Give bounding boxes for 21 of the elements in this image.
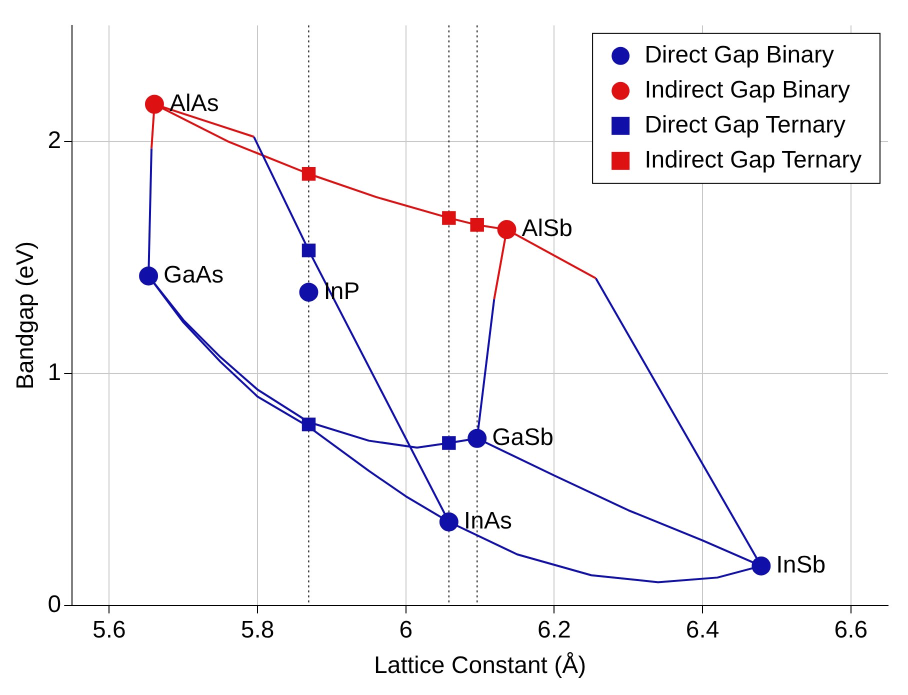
- x-tick-label: 5.8: [240, 616, 274, 644]
- y-tick-label: 0: [48, 591, 62, 618]
- annotation: InSb: [776, 552, 826, 579]
- legend-label: Direct Gap Ternary: [644, 112, 846, 139]
- annotation: InAs: [464, 508, 512, 535]
- annotation: AlAs: [169, 90, 219, 117]
- legend-label: Indirect Gap Ternary: [644, 146, 862, 174]
- y-tick-label: 2: [48, 127, 62, 154]
- x-axis-title: Lattice Constant (Å): [374, 652, 586, 680]
- legend-label: Direct Gap Binary: [644, 42, 834, 69]
- x-tick-label: 5.6: [92, 616, 126, 644]
- legend-label: Indirect Gap Binary: [644, 76, 850, 104]
- x-tick-label: 6.6: [834, 616, 868, 644]
- y-tick-label: 1: [48, 359, 62, 386]
- annotation: AlSb: [522, 215, 572, 242]
- x-tick-label: 6.4: [686, 616, 720, 644]
- annotation: GaSb: [492, 424, 554, 451]
- x-tick-label: 6: [399, 616, 413, 644]
- annotation: GaAs: [164, 262, 224, 289]
- x-tick-label: 6.2: [538, 616, 571, 644]
- y-axis-title: Bandgap (eV): [12, 241, 40, 390]
